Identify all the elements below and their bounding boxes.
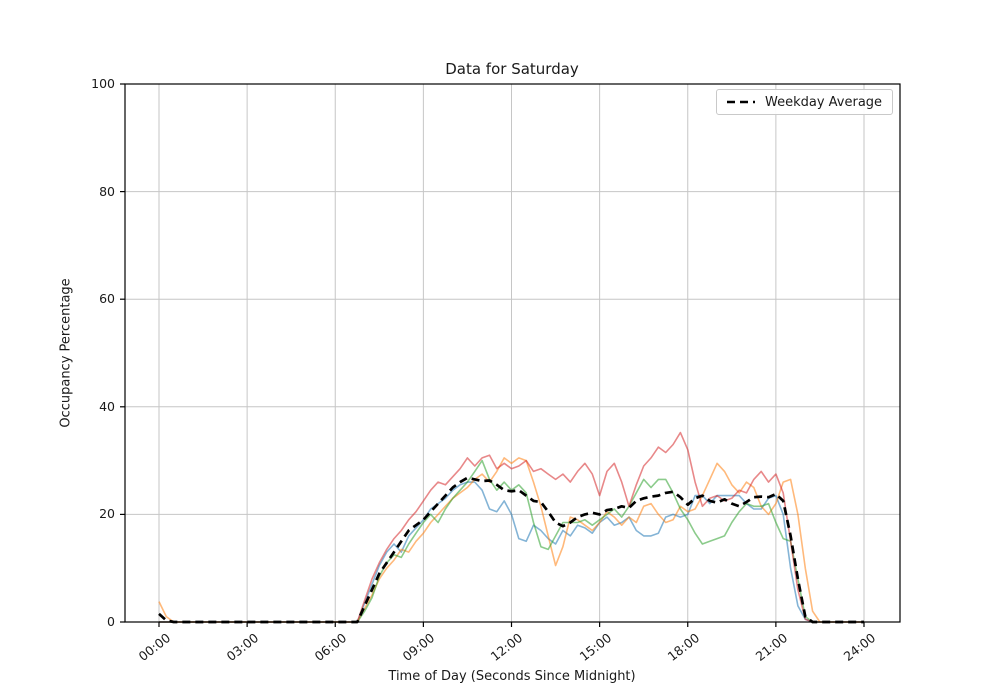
y-tick-label: 0 [107,614,115,629]
y-tick-label: 100 [91,76,115,91]
x-axis-label: Time of Day (Seconds Since Midnight) [388,669,636,684]
chart-title: Data for Saturday [445,60,579,78]
dashed-line-icon [727,100,755,104]
y-tick-label: 40 [99,398,115,414]
y-tick-label: 60 [99,291,115,307]
legend-label: Weekday Average [765,94,883,110]
y-tick-label: 80 [99,183,115,199]
legend: Weekday Average [716,89,893,115]
axes-border [124,83,901,623]
y-tick-label: 20 [99,506,115,522]
